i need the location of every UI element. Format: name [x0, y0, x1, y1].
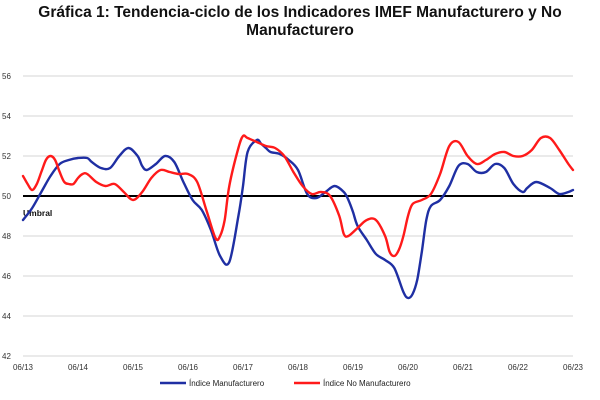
x-tick-label: 06/19 — [343, 363, 364, 372]
x-tick-label: 06/17 — [233, 363, 254, 372]
x-tick-label: 06/13 — [13, 363, 34, 372]
y-tick-label: 42 — [2, 352, 11, 361]
x-tick-label: 06/16 — [178, 363, 199, 372]
y-tick-label: 52 — [2, 152, 11, 161]
threshold-label: Umbral — [23, 208, 52, 218]
series-line-1 — [21, 138, 575, 300]
gridlines — [23, 75, 573, 357]
y-axis-tick-labels: 42 44 46 48 50 52 54 56 — [2, 72, 11, 361]
legend-label-1: Índice Manufacturero — [189, 379, 265, 388]
legend: Índice Manufacturero Índice No Manufactur… — [160, 379, 411, 388]
y-tick-label: 56 — [2, 72, 11, 81]
series-line-2 — [21, 134, 575, 258]
x-tick-label: 06/14 — [68, 363, 89, 372]
x-tick-label: 06/20 — [398, 363, 419, 372]
y-tick-label: 44 — [2, 312, 11, 321]
chart-title: Gráfica 1: Tendencia-ciclo de los Indica… — [0, 4, 600, 40]
x-axis-tick-labels: 06/13 06/14 06/15 06/16 06/17 06/18 06/19 06/20… — [13, 363, 584, 372]
legend-label-2: Índice No Manufacturero — [323, 379, 411, 388]
y-tick-label: 48 — [2, 232, 11, 241]
y-tick-label: 46 — [2, 272, 11, 281]
chart-title-line-2: Manufacturero — [246, 22, 354, 39]
x-tick-label: 06/15 — [123, 363, 144, 372]
chart-title-line-1: Gráfica 1: Tendencia-ciclo de los Indica… — [38, 4, 562, 21]
x-tick-label: 06/23 — [563, 363, 584, 372]
y-tick-label: 50 — [2, 192, 11, 201]
x-tick-label: 06/21 — [453, 363, 474, 372]
y-tick-label: 54 — [2, 112, 11, 121]
series-lines — [21, 134, 575, 300]
x-tick-label: 06/22 — [508, 363, 529, 372]
x-tick-label: 06/18 — [288, 363, 309, 372]
